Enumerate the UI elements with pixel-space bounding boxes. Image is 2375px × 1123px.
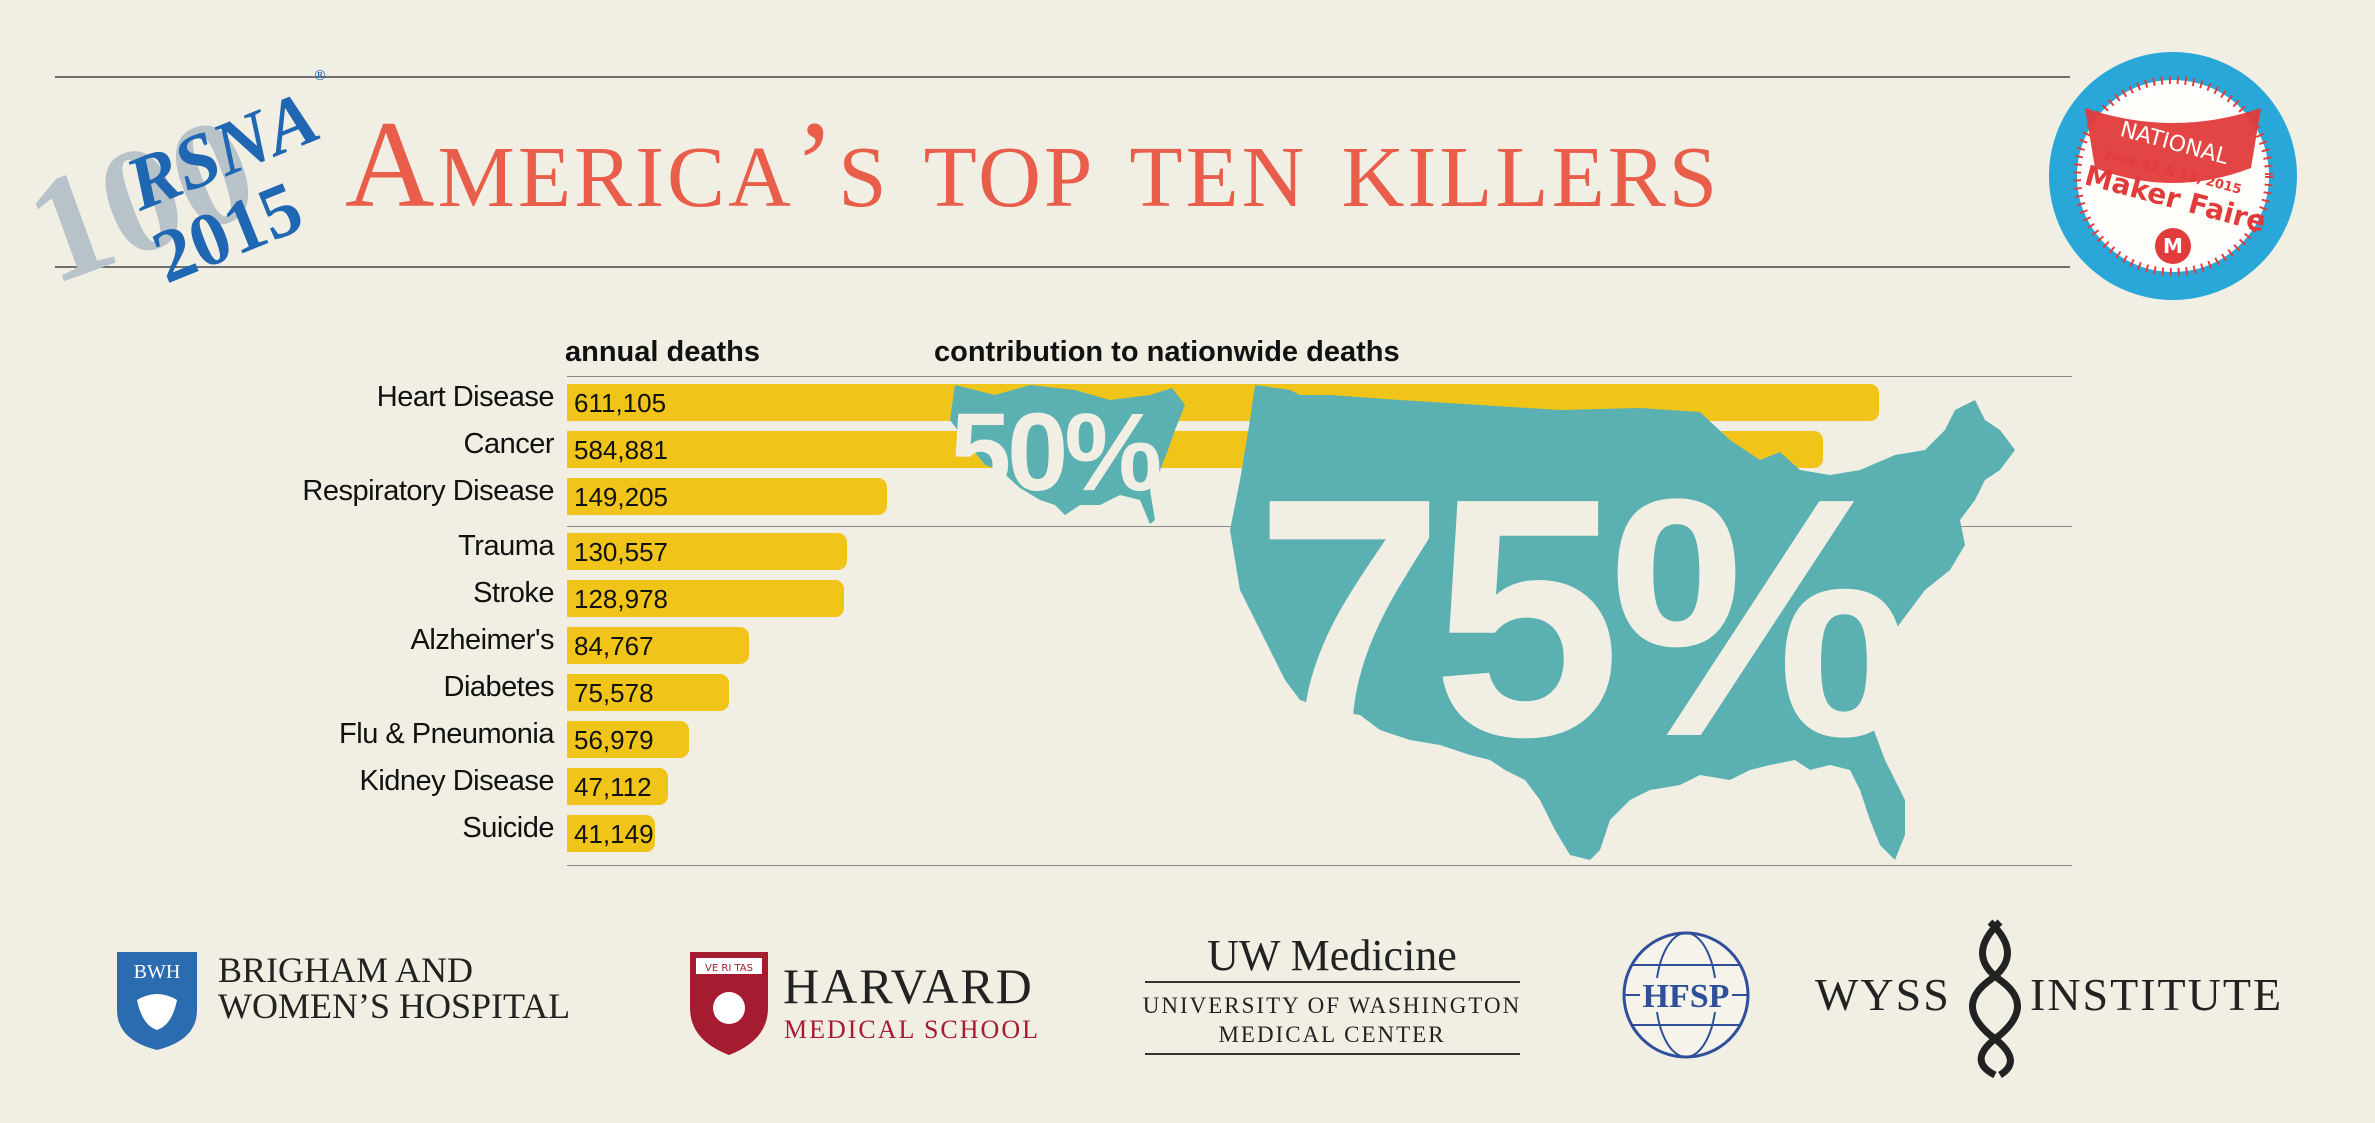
bar-value-label: 611,105 bbox=[574, 388, 667, 418]
bar-value-label: 41,149 bbox=[574, 819, 654, 849]
sponsor-logos: BWH BRIGHAM AND WOMEN’S HOSPITAL VE RI T… bbox=[117, 919, 2283, 1079]
uw-line1: UW Medicine bbox=[1207, 931, 1457, 980]
category-label: Respiratory Disease bbox=[302, 475, 554, 507]
maker-faire-badge: NATIONAL June 12 & 13, 2015 Maker Faire … bbox=[2049, 52, 2297, 300]
category-label: Heart Disease bbox=[376, 381, 555, 413]
category-label: Diabetes bbox=[443, 671, 555, 703]
bar-value-label: 84,767 bbox=[574, 631, 654, 661]
header-bottom-rule bbox=[55, 266, 2070, 268]
bwh-line2: WOMEN’S HOSPITAL bbox=[218, 986, 570, 1026]
bar bbox=[567, 533, 848, 570]
category-label: Kidney Disease bbox=[359, 765, 555, 797]
category-label: Suicide bbox=[462, 812, 554, 844]
seventy-five-percent-label: 75% bbox=[1255, 428, 1907, 808]
bar bbox=[567, 431, 1823, 468]
category-label: Trauma bbox=[458, 530, 554, 562]
bar bbox=[567, 674, 730, 711]
bwh-line1: BRIGHAM AND bbox=[218, 950, 473, 990]
bar-value-label: 75,578 bbox=[574, 678, 654, 708]
wyss-left: WYSS bbox=[1815, 969, 1951, 1020]
wyss-right: INSTITUTE bbox=[2030, 969, 2283, 1020]
bar bbox=[567, 384, 1879, 421]
category-label: Cancer bbox=[463, 428, 555, 460]
bar-value-label: 56,979 bbox=[574, 725, 654, 755]
badge-m-letter: M bbox=[2163, 234, 2183, 258]
bar bbox=[567, 815, 656, 852]
hfsp-text: HFSP bbox=[1643, 978, 1730, 1015]
contribution-header: contribution to nationwide deaths bbox=[934, 336, 1400, 368]
bar bbox=[567, 478, 888, 515]
bar-value-label: 149,205 bbox=[574, 482, 668, 512]
harvard-medical-school-logo: VE RI TAS HARVARD MEDICAL SCHOOL bbox=[690, 952, 1040, 1055]
category-label: Flu & Pneumonia bbox=[339, 718, 554, 750]
bar-value-label: 130,557 bbox=[574, 537, 668, 567]
rsna-2015-logo: 100 RSNA 2015 ® bbox=[30, 68, 330, 290]
bar-value-label: 47,112 bbox=[574, 772, 652, 802]
bwh-logo: BWH BRIGHAM AND WOMEN’S HOSPITAL bbox=[117, 950, 570, 1050]
bar bbox=[567, 580, 844, 617]
harvard-line2: MEDICAL SCHOOL bbox=[784, 1015, 1040, 1044]
uw-line2: UNIVERSITY OF WASHINGTON bbox=[1143, 993, 1522, 1018]
harvard-line1: HARVARD bbox=[783, 958, 1034, 1014]
bar bbox=[567, 768, 669, 805]
wyss-institute-logo: WYSS INSTITUTE bbox=[1815, 919, 2283, 1079]
category-label: Alzheimer's bbox=[410, 624, 555, 656]
chart-top-rule bbox=[567, 376, 2072, 377]
page-title: America’s top ten killers bbox=[345, 96, 1721, 233]
uw-line3: MEDICAL CENTER bbox=[1218, 1022, 1445, 1047]
header-top-rule bbox=[55, 76, 2070, 78]
uw-medicine-logo: UW Medicine UNIVERSITY OF WASHINGTON MED… bbox=[1143, 931, 1522, 1055]
svg-text:®: ® bbox=[313, 68, 327, 84]
bar-value-label: 128,978 bbox=[574, 584, 668, 614]
category-label: Stroke bbox=[473, 577, 554, 609]
bar bbox=[567, 627, 749, 664]
bar-value-label: 584,881 bbox=[574, 435, 668, 465]
bwh-badge-text: BWH bbox=[134, 961, 181, 983]
chart-mid-rule bbox=[567, 526, 2072, 527]
bar bbox=[567, 721, 690, 758]
harvard-shield-text: VE RI TAS bbox=[705, 963, 753, 974]
annual-deaths-header: annual deaths bbox=[565, 336, 760, 368]
hfsp-logo: HFSP bbox=[1622, 931, 1750, 1059]
chart-bottom-rule bbox=[567, 865, 2072, 866]
